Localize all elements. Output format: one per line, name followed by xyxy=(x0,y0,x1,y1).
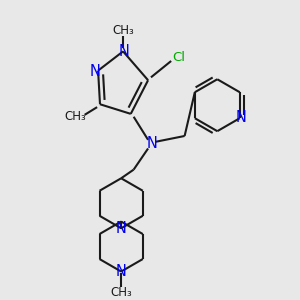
Text: Cl: Cl xyxy=(172,51,185,64)
Text: N: N xyxy=(90,64,101,79)
Text: CH₃: CH₃ xyxy=(112,24,134,37)
Text: CH₃: CH₃ xyxy=(64,110,86,123)
Text: N: N xyxy=(116,264,127,279)
Text: N: N xyxy=(118,44,130,59)
Text: N: N xyxy=(235,110,246,125)
Text: N: N xyxy=(146,136,158,151)
Text: N: N xyxy=(116,221,127,236)
Text: CH₃: CH₃ xyxy=(110,286,132,299)
